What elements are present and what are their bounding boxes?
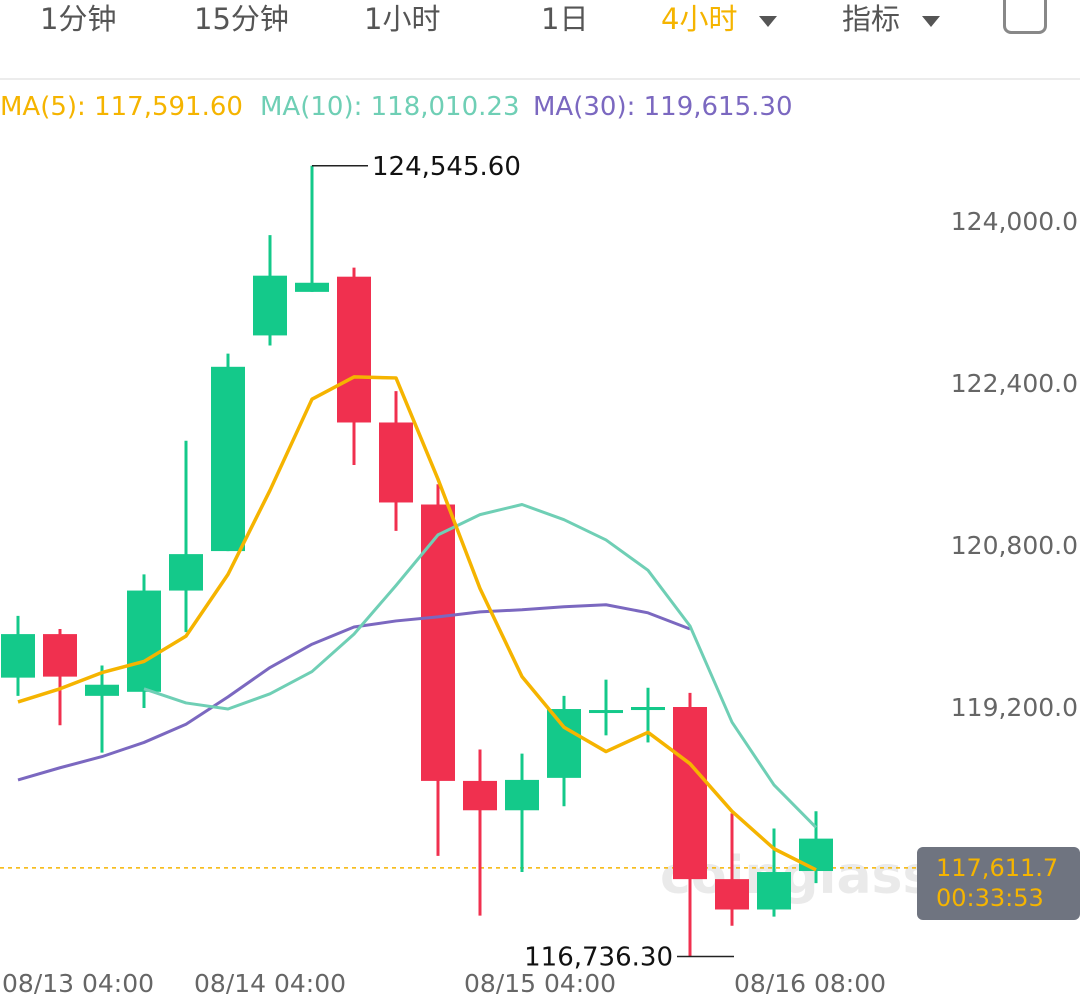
candle-body <box>169 554 203 591</box>
candle-body <box>463 780 497 811</box>
candle-body <box>295 282 329 292</box>
candle <box>463 749 497 916</box>
candle-body <box>673 707 707 880</box>
candle <box>169 440 203 633</box>
tab-1d[interactable]: 1日 <box>541 2 589 36</box>
candle <box>421 484 455 856</box>
y-tick-label: 119,200.0 <box>951 693 1078 722</box>
max-price-label: 124,545.60 <box>372 152 521 182</box>
x-tick-label: 08/15 04:00 <box>464 969 616 994</box>
ma30-label: MA(30): 119,615.30 <box>533 92 793 122</box>
current-price: 117,611.7 <box>936 854 1059 882</box>
candle-body <box>253 275 287 336</box>
ma30-line <box>17 603 691 782</box>
timeframe-toolbar: 1分钟 15分钟 1小时 1日 4小时 指标 <box>0 0 1080 80</box>
y-tick-label: 122,400.0 <box>951 369 1078 398</box>
candle <box>757 828 791 917</box>
candle <box>379 391 413 531</box>
y-tick-label: 120,800.0 <box>951 531 1078 560</box>
y-tick-label: 124,000.0 <box>951 207 1078 236</box>
candle-body <box>421 504 455 781</box>
candle <box>295 165 329 292</box>
tab-4h-label: 4小时 <box>661 2 738 36</box>
tab-1m[interactable]: 1分钟 <box>40 2 117 36</box>
x-tick-label: 08/16 08:00 <box>734 969 886 994</box>
candle <box>673 692 707 957</box>
ma5-line <box>17 375 817 872</box>
x-tick-label: 08/13 04:00 <box>2 969 154 994</box>
indicators-menu[interactable]: 指标 <box>842 0 941 38</box>
candle <box>715 813 749 926</box>
candle-body <box>127 590 161 692</box>
ma10-line <box>143 503 818 829</box>
candle-body <box>631 707 665 711</box>
indicators-label: 指标 <box>842 2 901 36</box>
candle-body <box>589 710 623 714</box>
ma5-label: MA(5): 117,591.60 <box>0 92 243 122</box>
current-price-box: 117,611.7 00:33:53 <box>917 847 1080 920</box>
candle-body <box>715 879 749 910</box>
min-price-label: 116,736.30 <box>524 942 673 972</box>
candle-body <box>757 872 791 910</box>
candle-body <box>799 838 833 872</box>
chevron-down-icon <box>759 15 778 27</box>
candle-body <box>337 276 371 423</box>
tab-15m[interactable]: 15分钟 <box>194 2 289 36</box>
candle-body <box>43 634 77 677</box>
tab-1h[interactable]: 1小时 <box>364 2 441 36</box>
candle-countdown: 00:33:53 <box>936 884 1044 912</box>
candle <box>253 235 287 346</box>
candle <box>211 353 245 552</box>
candle <box>337 267 371 466</box>
candle <box>589 679 623 736</box>
candle-body <box>547 709 581 778</box>
candle-body <box>379 422 413 503</box>
candle-body <box>505 779 539 811</box>
candle-body <box>85 684 119 696</box>
chevron-down-icon <box>922 15 941 27</box>
candle <box>505 753 539 873</box>
ma10-label: MA(10): 118,010.23 <box>260 92 520 122</box>
candle <box>43 629 77 726</box>
fullscreen-icon[interactable] <box>1003 0 1047 34</box>
candle-body <box>211 366 245 552</box>
candle-body <box>1 634 35 678</box>
candle <box>85 665 119 753</box>
candle <box>1 615 35 696</box>
candle <box>127 574 161 709</box>
candle <box>547 695 581 807</box>
tab-4h[interactable]: 4小时 <box>661 0 778 38</box>
x-tick-label: 08/14 04:00 <box>194 969 346 994</box>
